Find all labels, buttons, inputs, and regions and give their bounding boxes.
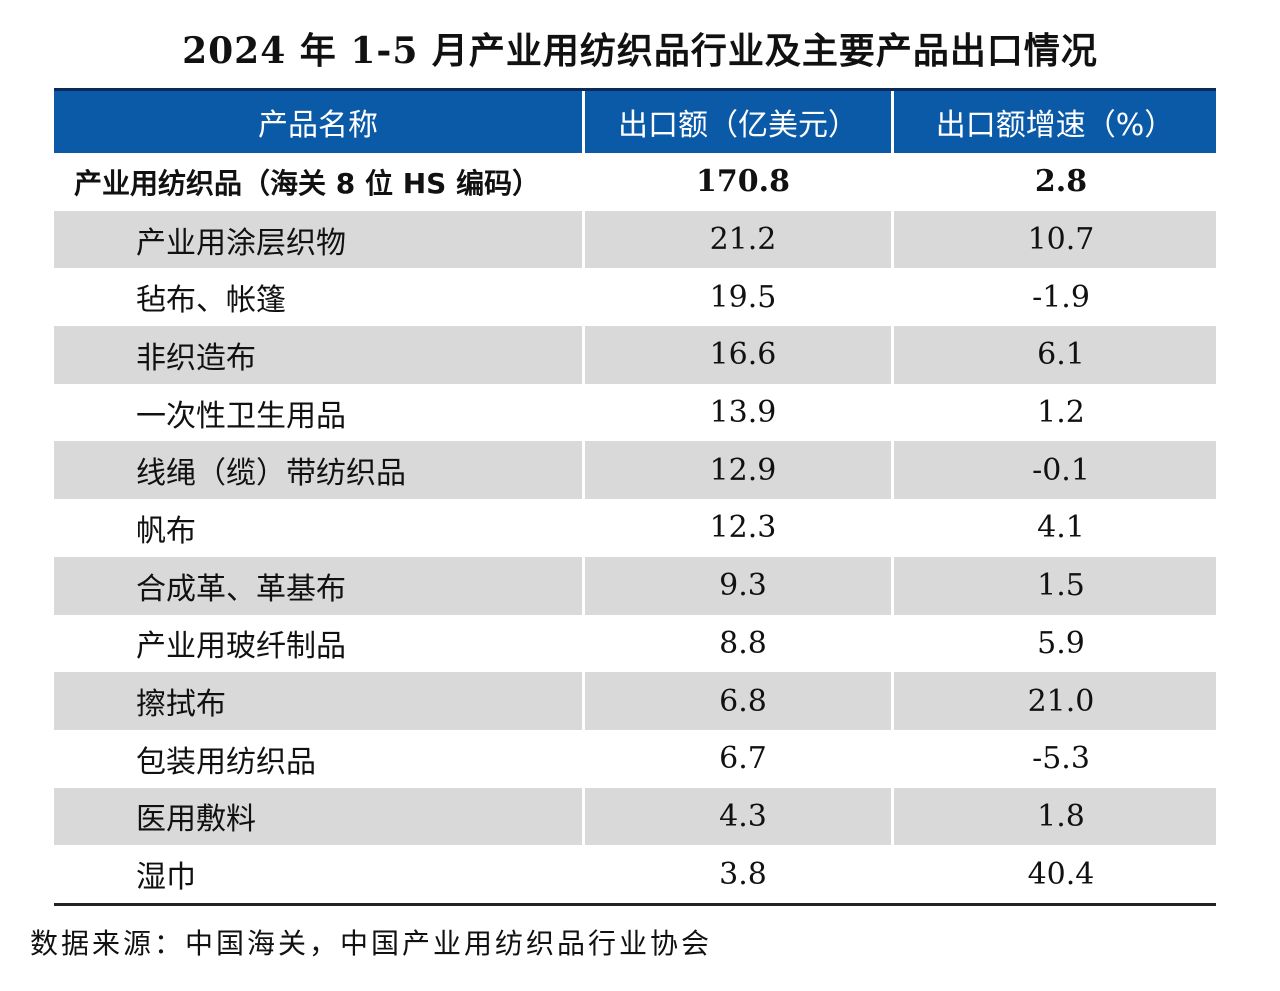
table-title: 2024 年 1-5 月产业用纺织品行业及主要产品出口情况	[182, 30, 1098, 72]
table-row: 擦拭布 6.8 21.0	[54, 672, 1216, 730]
cell-export-amount: 13.9	[709, 395, 777, 431]
cell-export-growth: 5.9	[1037, 625, 1085, 661]
cell-product-name: 产业用玻纤制品	[136, 629, 346, 665]
cell-export-growth: 6.1	[894, 326, 1216, 384]
cell-export-amount: 170.8	[696, 164, 790, 200]
header-export-growth: 出口额增速（%）	[894, 91, 1216, 153]
table-row: 产业用涂层织物 21.2 10.7	[54, 210, 1216, 269]
table-row: 包装用纺织品 6.7 -5.3	[54, 730, 1216, 788]
header-product-name: 产品名称	[54, 91, 582, 153]
cell-export-amount: 12.9	[585, 441, 891, 500]
cell-export-amount: 9.3	[585, 556, 891, 615]
table-row: 非织造布 16.6 6.1	[54, 326, 1216, 384]
cell-export-amount: 16.6	[585, 326, 891, 384]
table-row: 一次性卫生用品 13.9 1.2	[54, 384, 1216, 442]
table-bottom-rule	[54, 902, 1216, 906]
table-row: 医用敷料 4.3 1.8	[54, 787, 1216, 846]
cell-export-growth: 10.7	[894, 210, 1216, 269]
cell-product-name: 湿巾	[136, 860, 196, 896]
cell-export-growth: 21.0	[894, 672, 1216, 730]
cell-export-growth: 2.8	[1034, 164, 1088, 200]
cell-product-name: 擦拭布	[54, 672, 582, 730]
table-row: 产业用玻纤制品 8.8 5.9	[54, 615, 1216, 673]
cell-export-growth: 1.8	[894, 787, 1216, 846]
cell-product-name: 帆布	[136, 513, 196, 549]
cell-export-amount: 8.8	[719, 625, 767, 661]
cell-product-name: 线绳（缆）带纺织品	[54, 441, 582, 500]
cell-export-growth: 1.2	[1037, 395, 1085, 431]
cell-export-growth: -1.9	[1032, 279, 1090, 315]
cell-export-amount: 12.3	[709, 510, 777, 546]
table-row: 毡布、帐篷 19.5 -1.9	[54, 268, 1216, 326]
cell-export-growth: -5.3	[1032, 741, 1090, 777]
header-export-amount: 出口额（亿美元）	[585, 91, 891, 153]
table-row: 线绳（缆）带纺织品 12.9 -0.1	[54, 441, 1216, 500]
cell-export-growth: -0.1	[894, 441, 1216, 500]
table-header: 产品名称 出口额（亿美元） 出口额增速（%）	[54, 88, 1216, 153]
cell-product-name: 产业用涂层织物	[54, 210, 582, 269]
cell-export-growth: 4.1	[1037, 510, 1085, 546]
cell-product-name: 包装用纺织品	[136, 744, 316, 780]
cell-export-amount: 6.7	[719, 741, 767, 777]
cell-export-growth: 40.4	[1027, 856, 1095, 892]
cell-product-name: 毡布、帐篷	[136, 283, 286, 319]
cell-product-name: 合成革、革基布	[54, 556, 582, 615]
export-table: 产品名称 出口额（亿美元） 出口额增速（%） 产业用纺织品（海关 8 位 HS …	[54, 88, 1216, 906]
cell-product-name: 医用敷料	[54, 787, 582, 846]
table-row-total: 产业用纺织品（海关 8 位 HS 编码） 170.8 2.8	[54, 153, 1216, 211]
table-row: 湿巾 3.8 40.4	[54, 845, 1216, 903]
cell-export-amount: 4.3	[585, 787, 891, 846]
cell-export-amount: 3.8	[719, 856, 767, 892]
cell-export-amount: 19.5	[709, 279, 777, 315]
table-row: 合成革、革基布 9.3 1.5	[54, 556, 1216, 615]
table-row: 帆布 12.3 4.1	[54, 499, 1216, 557]
cell-product-name: 非织造布	[54, 326, 582, 384]
cell-product-name: 产业用纺织品（海关 8 位 HS 编码）	[74, 166, 541, 200]
cell-export-amount: 21.2	[585, 210, 891, 269]
cell-export-growth: 1.5	[894, 556, 1216, 615]
cell-export-amount: 6.8	[585, 672, 891, 730]
cell-product-name: 一次性卫生用品	[136, 398, 346, 434]
data-source-note: 数据来源：中国海关，中国产业用纺织品行业协会	[30, 927, 713, 960]
